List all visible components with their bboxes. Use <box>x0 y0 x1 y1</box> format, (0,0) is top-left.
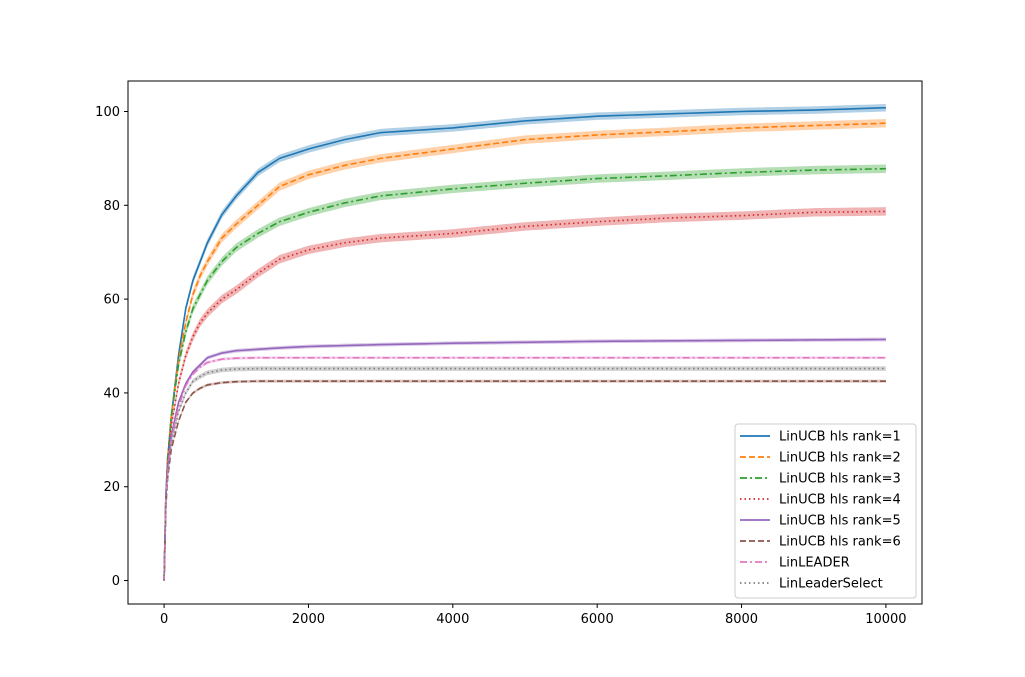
y-tick-label: 20 <box>103 480 120 495</box>
legend-label-linucb-hls-rank-4: LinUCB hls rank=4 <box>779 493 901 508</box>
series-line-linucb-hls-rank-3 <box>163 167 886 581</box>
series-line-linucb-hls-rank-5 <box>163 338 886 581</box>
legend-label-linucb-hls-rank-5: LinUCB hls rank=5 <box>779 514 901 529</box>
x-tick-label: 0 <box>160 612 168 627</box>
series-lines <box>163 106 886 581</box>
legend-label-linucb-hls-rank-6: LinUCB hls rank=6 <box>779 535 901 550</box>
series-line-linleader <box>163 356 886 581</box>
legend-label-linucb-hls-rank-3: LinUCB hls rank=3 <box>779 472 901 487</box>
series-line-linucb-hls-rank-6 <box>163 380 886 581</box>
legend-box <box>734 423 917 599</box>
x-axis: 0 2000 4000 6000 8000 10000 <box>160 604 907 627</box>
y-tick-label: 100 <box>95 105 120 120</box>
legend-label-linleader: LinLEADER <box>779 556 850 571</box>
y-axis: 0 20 40 60 80 100 <box>95 105 128 589</box>
series-line-linucb-hls-rank-2 <box>163 122 886 581</box>
x-tick-label: 4000 <box>436 612 469 627</box>
legend-label-linucb-hls-rank-2: LinUCB hls rank=2 <box>779 451 901 466</box>
series-line-linucb-hls-rank-1 <box>163 106 886 581</box>
x-tick-label: 8000 <box>725 612 758 627</box>
y-tick-label: 60 <box>103 293 120 308</box>
x-tick-label: 2000 <box>292 612 325 627</box>
y-tick-label: 80 <box>103 199 120 214</box>
series-line-linleaderselect <box>163 367 886 581</box>
x-tick-label: 6000 <box>581 612 614 627</box>
y-tick-label: 40 <box>103 386 120 401</box>
series-line-linucb-hls-rank-4 <box>163 210 886 581</box>
plot-frame <box>127 80 923 605</box>
y-tick-label: 0 <box>112 574 120 589</box>
x-tick-label: 10000 <box>865 612 906 627</box>
legend: LinUCB hls rank=1 LinUCB hls rank=2 LinUCB… <box>734 423 917 599</box>
legend-label-linleaderselect: LinLeaderSelect <box>779 577 883 592</box>
legend-label-linucb-hls-rank-1: LinUCB hls rank=1 <box>779 430 901 445</box>
